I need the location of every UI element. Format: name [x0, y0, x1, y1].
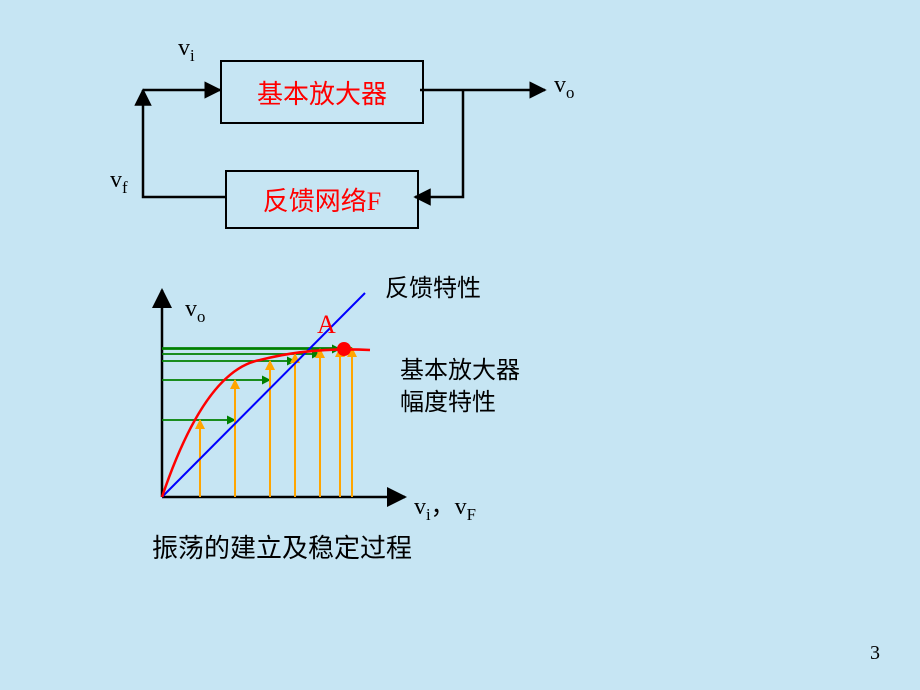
graph-svg: [0, 0, 920, 690]
y-axis-label: vo: [185, 296, 205, 327]
page-number: 3: [870, 642, 880, 665]
diagram-canvas: 基本放大器 反馈网络F vi vo vf vo vi，vF 反馈特性 基本放大器…: [0, 0, 920, 690]
point-a-label: A: [317, 310, 336, 340]
amp-curve-label-2: 幅度特性: [400, 382, 496, 417]
feedback-line-label: 反馈特性: [385, 268, 481, 303]
graph-caption: 振荡的建立及稳定过程: [152, 528, 412, 565]
amp-curve-label-1: 基本放大器: [400, 350, 520, 385]
x-axis-label: vi，vF: [414, 486, 476, 525]
